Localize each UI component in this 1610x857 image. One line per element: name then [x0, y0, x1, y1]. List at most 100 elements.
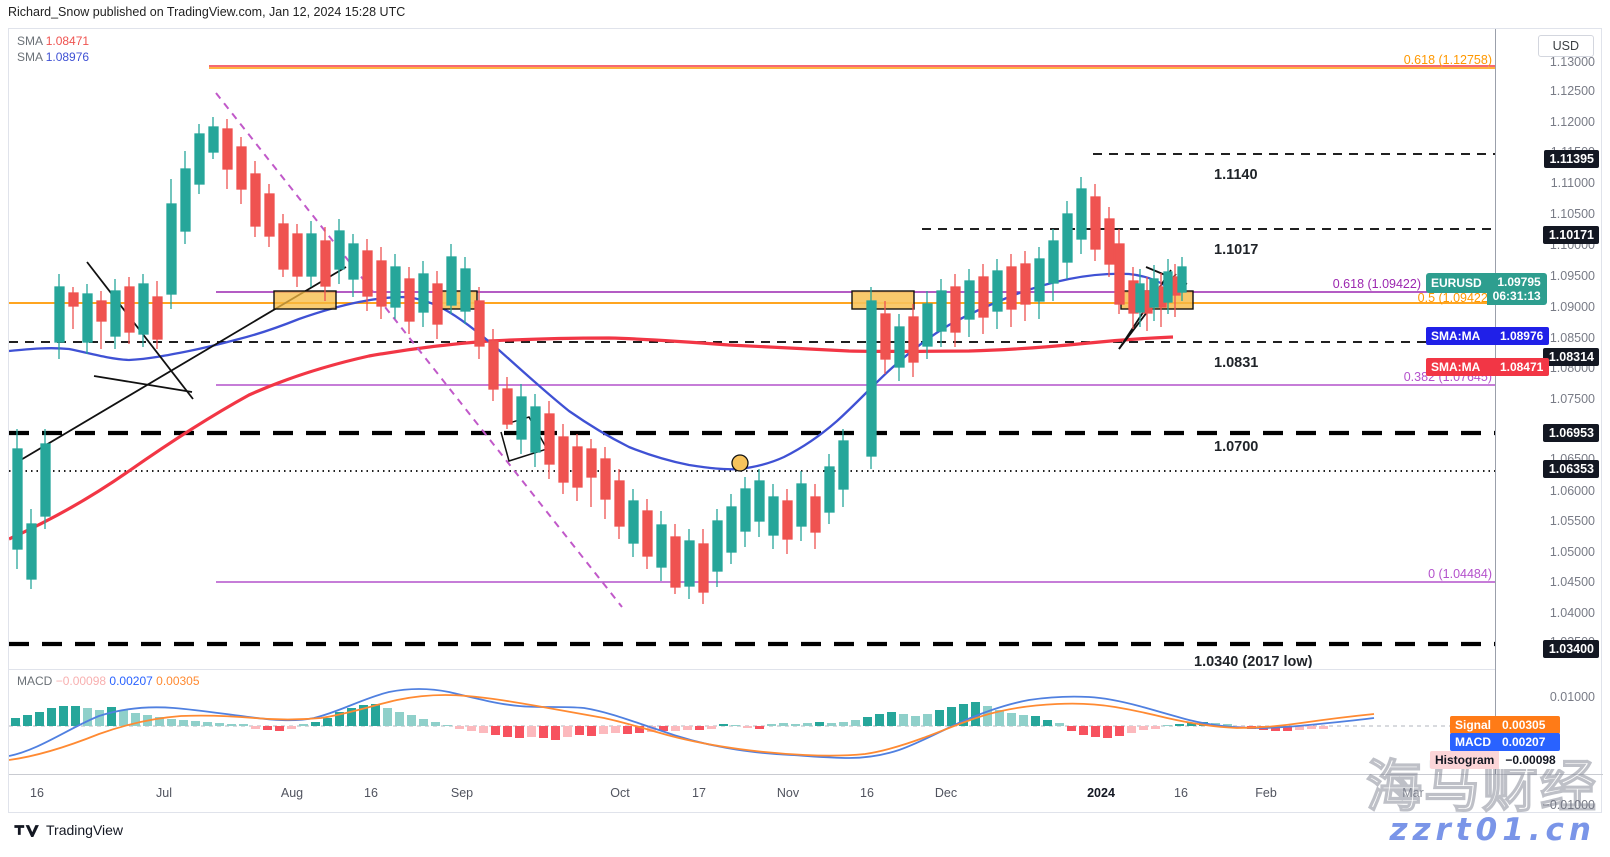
- time-tick-10: 2024: [1087, 786, 1115, 800]
- price-pill-106953: 1.06953: [1542, 424, 1599, 442]
- fib-label-0618-mid: 0.618 (1.09422): [1332, 277, 1421, 291]
- quote-countdown: 06:31:13: [1492, 289, 1541, 303]
- time-axis[interactable]: 16 Jul Aug 16 Sep Oct 17 Nov 16 Dec 2024…: [9, 774, 1603, 813]
- macd-badge-macd-value: 0.00207: [1496, 733, 1560, 751]
- price-tick-104000: 1.04000: [1549, 606, 1595, 620]
- macd-badge-macd[interactable]: MACD 0.00207: [1450, 733, 1560, 751]
- sma-label-2: SMA: [17, 50, 43, 64]
- price-tick-112500: 1.12500: [1549, 84, 1595, 98]
- sma-legend-row-2: SMA 1.08976: [17, 49, 89, 65]
- price-pill-110171: 1.10171: [1542, 226, 1599, 244]
- sma-value-2: 1.08976: [45, 50, 90, 64]
- price-tick-105000: 1.05000: [1549, 545, 1595, 559]
- supply-zone-3: [851, 290, 915, 310]
- macd-legend-histogram: −0.00098: [55, 674, 107, 688]
- macd-badge-histogram-tag: Histogram: [1430, 751, 1500, 769]
- macd-badge-macd-tag: MACD: [1450, 733, 1496, 751]
- supply-zone-1: [273, 290, 337, 310]
- macd-badge-histogram[interactable]: Histogram −0.00098: [1430, 751, 1564, 769]
- watermark-url: zzrt01.cn: [1389, 812, 1596, 848]
- pivot-marker-dot: [731, 454, 749, 472]
- level-label-10340: 1.0340 (2017 low): [1194, 654, 1313, 668]
- price-pane[interactable]: SMA 1.08471 SMA 1.08976 1.1140 1.1017 1.…: [9, 29, 1496, 668]
- macd-badge-signal-tag: Signal: [1450, 716, 1497, 734]
- tradingview-brand-label: TradingView: [46, 822, 124, 838]
- time-tick-4: Sep: [450, 786, 474, 800]
- price-chart-canvas: [9, 65, 1496, 647]
- time-tick-13: Mar: [1402, 786, 1424, 800]
- price-axis[interactable]: USD 1.13000 1.12500 1.12000 1.11500 1.11…: [1426, 29, 1601, 812]
- time-tick-7: Nov: [776, 786, 800, 800]
- price-pill-103400: 1.03400: [1542, 640, 1599, 658]
- time-tick-3: 16: [364, 786, 378, 800]
- macd-histogram: [11, 702, 1328, 740]
- descending-trendline-magenta: [215, 92, 623, 608]
- macd-signal-line: [9, 694, 1375, 761]
- sma-badge-red-value: 1.08471: [1485, 358, 1550, 376]
- time-tick-0: 16: [30, 786, 44, 800]
- quote-price: 1.09795: [1497, 275, 1541, 289]
- macd-legend-signal: 0.00305: [156, 674, 200, 688]
- macd-badge-histogram-value: −0.00098: [1499, 751, 1564, 769]
- sma-legend-row-1: SMA 1.08471: [17, 33, 89, 49]
- sma-badge-red-tag: SMA:MA: [1426, 358, 1486, 376]
- candlestick-series: [12, 117, 1187, 604]
- time-tick-5: Oct: [610, 786, 630, 800]
- macd-badge-signal[interactable]: Signal 0.00305: [1450, 716, 1561, 734]
- price-tick-105500: 1.05500: [1549, 514, 1595, 528]
- time-tick-8: 16: [860, 786, 874, 800]
- sma-badge-red[interactable]: SMA:MA 1.08471: [1426, 358, 1550, 376]
- macd-canvas: [9, 688, 1496, 761]
- quote-symbol: EURUSD: [1426, 273, 1487, 293]
- macd-tick-upper: 0.01000: [1549, 690, 1595, 704]
- fib-label-0: 0 (1.04484): [1428, 567, 1492, 581]
- macd-legend: MACD −0.00098 0.00207 0.00305: [17, 674, 200, 688]
- level-label-10831: 1.0831: [1214, 355, 1259, 371]
- level-label-10700: 1.0700: [1214, 439, 1259, 455]
- time-tick-1: Jul: [156, 786, 172, 800]
- macd-line: [9, 688, 1375, 759]
- tradingview-logo-icon: [14, 823, 40, 837]
- time-tick-2: Aug: [280, 786, 304, 800]
- price-pill-106353: 1.06353: [1542, 460, 1599, 478]
- sma-badge-blue[interactable]: SMA:MA 1.08976: [1426, 327, 1550, 345]
- macd-badge-signal-value: 0.00305: [1496, 716, 1561, 734]
- fib-label-05: 0.5 (1.09422): [1417, 291, 1492, 305]
- time-tick-9: Dec: [934, 786, 958, 800]
- price-tick-111000: 1.11000: [1550, 176, 1595, 190]
- chart-frame: SMA 1.08471 SMA 1.08976 1.1140 1.1017 1.…: [8, 28, 1603, 813]
- price-tick-107500: 1.07500: [1549, 392, 1595, 406]
- price-pill-111395: 1.11395: [1543, 150, 1599, 168]
- trendline-flat-left: [93, 375, 193, 393]
- macd-tick-lower: −0.01000: [1542, 798, 1595, 812]
- currency-selector[interactable]: USD: [1537, 35, 1594, 57]
- fib-label-0618-upper: 0.618 (1.12758): [1403, 53, 1492, 67]
- price-tick-109500: 1.09500: [1549, 269, 1595, 283]
- time-tick-6: 17: [692, 786, 706, 800]
- price-tick-109000: 1.09000: [1549, 300, 1595, 314]
- price-tick-106000: 1.06000: [1549, 484, 1595, 498]
- price-pill-108314: 1.08314: [1542, 348, 1599, 366]
- tradingview-footer: TradingView: [14, 822, 123, 838]
- macd-legend-macd: 0.00207: [109, 674, 153, 688]
- price-tick-112000: 1.12000: [1549, 115, 1595, 129]
- macd-legend-label: MACD: [17, 674, 53, 688]
- price-tick-110500: 1.10500: [1549, 207, 1595, 221]
- price-tick-104500: 1.04500: [1549, 575, 1595, 589]
- time-tick-12: Feb: [1255, 786, 1277, 800]
- sma-value-1: 1.08471: [45, 34, 90, 48]
- macd-pane[interactable]: MACD −0.00098 0.00207 0.00305: [9, 669, 1496, 773]
- price-tick-108500: 1.08500: [1549, 331, 1595, 345]
- publication-byline: Richard_Snow published on TradingView.co…: [8, 5, 406, 19]
- sma-badge-blue-tag: SMA:MA: [1426, 327, 1486, 345]
- level-label-11140: 1.1140: [1214, 167, 1258, 183]
- sma-legend: SMA 1.08471 SMA 1.08976: [17, 33, 89, 65]
- live-quote-badge[interactable]: EURUSD 1.09795 06:31:13: [1426, 273, 1547, 305]
- sma-label-1: SMA: [17, 34, 43, 48]
- sma-badge-blue-value: 1.08976: [1485, 327, 1550, 345]
- level-label-11017: 1.1017: [1214, 242, 1259, 258]
- time-tick-11: 16: [1174, 786, 1188, 800]
- sma200-line: [9, 335, 1174, 541]
- price-tick-113000: 1.13000: [1549, 55, 1595, 69]
